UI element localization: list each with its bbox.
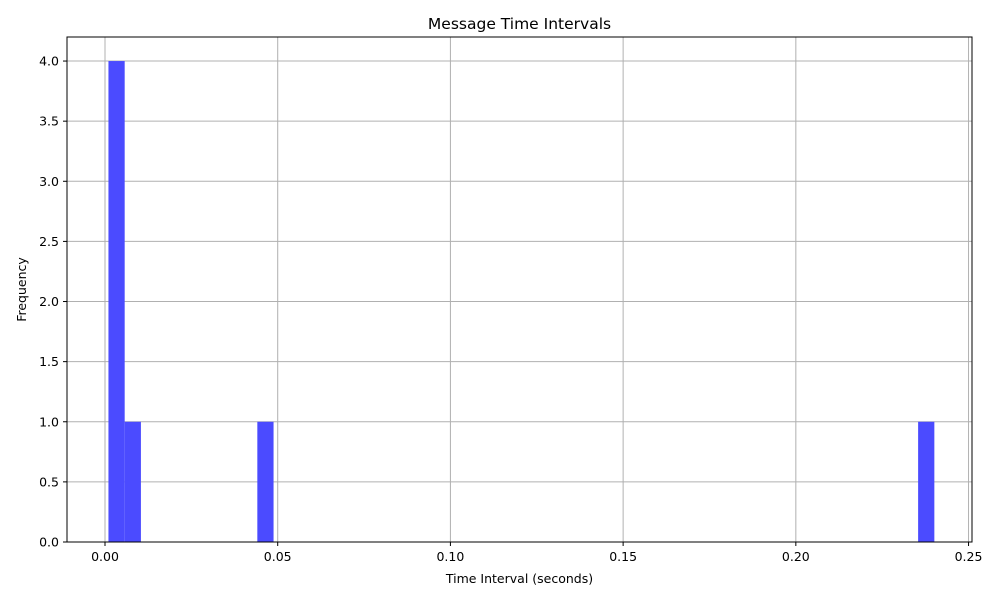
histogram-bar [918, 421, 935, 542]
y-tick-label: 0.5 [39, 474, 59, 489]
x-tick-label: 0.05 [264, 549, 292, 564]
histogram-bar [108, 61, 125, 543]
x-axis-label: Time Interval (seconds) [445, 571, 593, 586]
x-tick-label: 0.00 [91, 549, 119, 564]
y-tick-label: 0.0 [39, 535, 59, 550]
y-axis-ticks: 0.0 0.5 1.0 1.5 2.0 2.5 3.0 3.5 4.0 [39, 54, 67, 550]
y-tick-label: 1.0 [39, 414, 59, 429]
x-tick-label: 0.25 [955, 549, 983, 564]
y-tick-label: 2.0 [39, 294, 59, 309]
y-axis-label: Frequency [14, 257, 29, 322]
y-tick-label: 2.5 [39, 234, 59, 249]
x-tick-label: 0.10 [436, 549, 464, 564]
plot-frame [66, 36, 973, 543]
x-tick-label: 0.15 [609, 549, 637, 564]
y-tick-label: 3.5 [39, 114, 59, 129]
y-tick-label: 4.0 [39, 54, 59, 69]
grid-lines [67, 37, 972, 543]
histogram-bars [108, 61, 935, 543]
histogram-bar [257, 421, 274, 542]
histogram-bar [124, 421, 141, 542]
y-tick-label: 3.0 [39, 174, 59, 189]
chart-title: Message Time Intervals [428, 15, 611, 33]
y-tick-label: 1.5 [39, 354, 59, 369]
x-tick-label: 0.20 [782, 549, 810, 564]
x-axis-ticks: 0.00 0.05 0.10 0.15 0.20 0.25 [91, 542, 982, 564]
